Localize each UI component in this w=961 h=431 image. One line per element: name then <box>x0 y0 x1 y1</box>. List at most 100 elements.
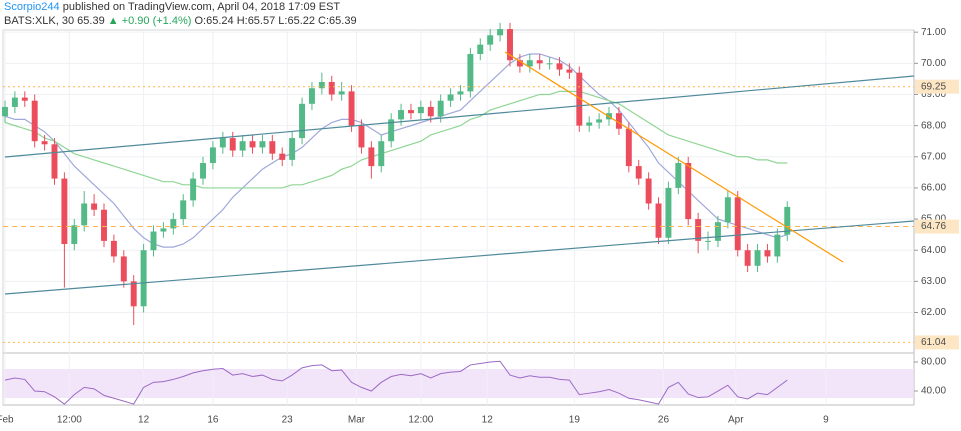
candle-body <box>180 200 187 220</box>
candle-body <box>477 44 484 54</box>
candle-body <box>754 250 761 266</box>
author[interactable]: Scorpio244 <box>4 1 60 13</box>
header-line-1: Scorpio244 published on TradingView.com,… <box>4 0 904 14</box>
candle-body <box>21 97 28 101</box>
price-label: 69.25 <box>921 81 946 92</box>
x-tick-label: 12:00 <box>408 415 433 426</box>
trend-line-upper <box>4 75 915 158</box>
y-tick-label: 67.00 <box>921 151 946 162</box>
header-line-2: BATS:XLK, 30 65.39 ▲ +0.90 (+1.4%) O:65.… <box>4 14 904 28</box>
y-tick-label: 40.00 <box>921 386 946 397</box>
candle-body <box>675 163 682 188</box>
moving-average <box>4 53 788 248</box>
rsi-line <box>4 360 788 405</box>
candle-body <box>299 103 306 139</box>
candle-body <box>378 141 385 167</box>
candle-body <box>51 144 58 179</box>
y-tick-label: 64.00 <box>921 245 946 256</box>
candle-body <box>71 225 78 244</box>
candle-body <box>635 166 642 179</box>
x-tick-label: Feb <box>0 415 14 426</box>
candle-body <box>11 97 18 107</box>
candle-body <box>209 147 216 163</box>
price-label: 61.04 <box>921 337 946 348</box>
candle-body <box>219 138 226 148</box>
y-tick-label: 63.00 <box>921 276 946 287</box>
axes: Feb 12:00 12 16 23 Mar 12:00 12 19 26 Apr 9 62.00 63.… <box>0 27 959 426</box>
candle-body <box>160 228 167 232</box>
symbol: BATS:XLK, 30 <box>4 15 75 27</box>
y-tick-label: 80.00 <box>921 357 946 368</box>
candle-body <box>41 141 48 145</box>
candle-body <box>437 100 444 117</box>
moving-average <box>4 90 788 189</box>
candle-body <box>734 197 741 251</box>
candle-body <box>596 119 603 123</box>
price-label-box <box>915 79 959 94</box>
candle-body <box>31 100 38 142</box>
candle-body <box>348 91 355 126</box>
published: published on TradingView.com, April 04, … <box>62 1 341 13</box>
last-price: 65.39 <box>77 15 105 27</box>
x-tick-label: 12 <box>482 415 494 426</box>
x-tick-label: 12:00 <box>57 415 82 426</box>
candle-body <box>120 256 127 282</box>
x-tick-label: 12 <box>138 415 150 426</box>
candle-body <box>130 281 137 307</box>
candle-body <box>249 141 256 148</box>
candle-body <box>784 206 791 235</box>
candle-body <box>91 203 98 210</box>
candle-body <box>398 110 405 120</box>
low: L:65.22 <box>278 15 315 27</box>
candle-body <box>259 141 266 148</box>
y-tick-label: 66.00 <box>921 183 946 194</box>
y-tick-label: 69.00 <box>921 89 946 100</box>
y-tick-label: 70.00 <box>921 58 946 69</box>
candle-body <box>507 29 513 61</box>
candle-body <box>576 72 583 126</box>
y-tick-label: 62.00 <box>921 307 946 318</box>
y-tick-label: 65.00 <box>921 214 946 225</box>
candle-body <box>487 35 494 45</box>
candle-body <box>170 219 177 229</box>
candle-body <box>714 222 721 241</box>
candle-body <box>695 219 702 241</box>
price-label-box <box>915 219 959 234</box>
candle-body <box>368 147 375 167</box>
x-tick-label: 9 <box>823 415 829 426</box>
candle-body <box>744 250 751 266</box>
candle-body <box>586 122 593 126</box>
candle-body <box>536 60 543 64</box>
candle-body <box>546 63 553 65</box>
marks <box>2 22 914 405</box>
candle-body <box>279 153 286 160</box>
candle-body <box>150 231 157 251</box>
candle-body <box>2 106 8 117</box>
candle-body <box>625 128 632 167</box>
x-tick-label: 19 <box>569 415 581 426</box>
change: ▲ +0.90 (+1.4%) <box>107 15 192 27</box>
candle-body <box>457 91 464 95</box>
open: O:65.24 <box>194 15 234 27</box>
candle-body <box>338 91 345 95</box>
price-label-box <box>915 335 959 350</box>
x-tick-label: Mar <box>348 415 366 426</box>
x-tick-label: 23 <box>282 415 294 426</box>
candle-body <box>645 178 652 204</box>
candle-body <box>140 250 147 307</box>
candle-body <box>467 53 474 92</box>
candle-body <box>308 88 315 104</box>
candle-body <box>447 94 454 101</box>
y-tick-label: 68.00 <box>921 120 946 131</box>
candle-body <box>101 209 107 241</box>
candle-body <box>516 60 523 67</box>
rsi-band <box>3 369 914 398</box>
price-label: 64.76 <box>921 221 946 232</box>
candle-body <box>615 113 622 129</box>
high: H:65.57 <box>236 15 276 27</box>
trend-line-resistance <box>504 51 844 263</box>
candle-body <box>81 203 88 226</box>
candle-body <box>417 106 424 114</box>
candle-body <box>358 125 365 148</box>
